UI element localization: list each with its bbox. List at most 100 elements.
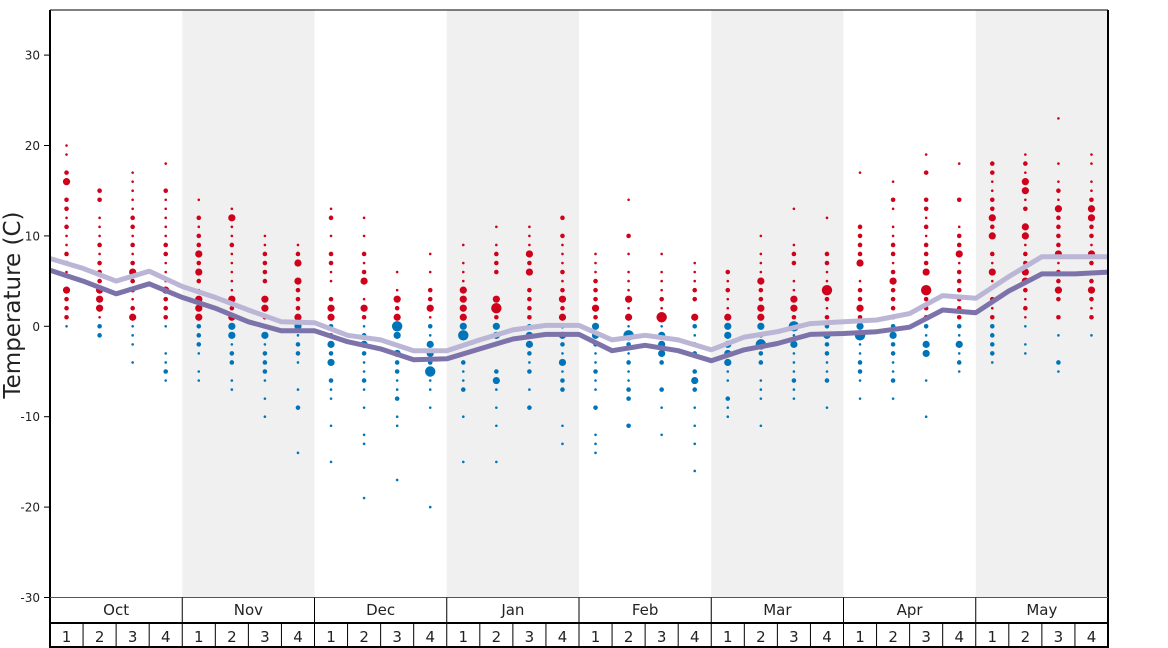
- dot-nov-w4-3: [295, 296, 301, 302]
- dot-feb-w2-14: [627, 198, 630, 202]
- dot-dec-w1-10: [329, 234, 333, 238]
- dot-oct-w2--1: [97, 333, 102, 338]
- dot-dec-w3--7: [395, 388, 399, 391]
- month-shade-jan: [446, 10, 579, 598]
- dot-nov-w4-2: [295, 305, 301, 311]
- dot-apr-w2-3: [890, 296, 896, 302]
- dot-apr-w1--3: [858, 352, 862, 355]
- dot-feb-w4--6: [691, 376, 699, 385]
- dot-dec-w2--7: [362, 388, 366, 391]
- dot-oct-w3--2: [131, 343, 134, 346]
- month-label-apr: Apr: [897, 601, 924, 619]
- dot-apr-w4-18: [957, 162, 961, 165]
- dot-jan-w3-9: [528, 243, 531, 247]
- dot-jan-w2-3: [492, 295, 500, 303]
- dot-feb-w4--13: [693, 442, 697, 446]
- dot-mar-w2-10: [759, 234, 763, 238]
- week-label: 2: [492, 628, 502, 646]
- dot-dec-w3-4: [395, 288, 399, 292]
- dot-dec-w4--5: [425, 366, 436, 377]
- month-label-mar: Mar: [763, 601, 792, 619]
- dot-apr-w4-5: [956, 278, 962, 284]
- dot-oct-w2-0: [97, 324, 102, 329]
- dot-may-w3-3: [1056, 296, 1061, 302]
- dot-dec-w4--7: [428, 388, 432, 391]
- dot-jan-w1-2: [459, 304, 467, 312]
- dot-mar-w1--4: [724, 358, 732, 367]
- dot-nov-w1--3: [197, 352, 201, 355]
- dot-apr-w3-6: [922, 268, 930, 276]
- dot-jan-w3-7: [527, 260, 532, 266]
- dot-oct-w3-11: [130, 224, 135, 230]
- dot-jan-w1-5: [461, 279, 465, 283]
- dot-dec-w1--11: [329, 424, 333, 428]
- dot-apr-w1--8: [858, 397, 862, 400]
- dot-nov-w2-13: [230, 207, 234, 211]
- dot-jan-w1--6: [461, 379, 465, 382]
- dot-apr-w2--8: [891, 397, 895, 400]
- dot-nov-w3-5: [262, 278, 268, 284]
- dot-oct-w3-9: [130, 242, 135, 248]
- dot-apr-w4-8: [955, 250, 963, 258]
- dot-mar-w3-4: [792, 288, 796, 292]
- dot-may-w3--4: [1056, 360, 1061, 365]
- dot-oct-w4-13: [164, 207, 168, 211]
- dot-mar-w1-5: [726, 279, 730, 283]
- dot-apr-w3-14: [923, 197, 929, 203]
- week-label: 2: [95, 628, 105, 646]
- dot-jan-w3--5: [527, 369, 532, 374]
- dot-dec-w1-1: [327, 313, 335, 321]
- dot-nov-w4-9: [296, 243, 300, 247]
- dot-jan-w2--15: [495, 460, 498, 464]
- dot-mar-w2--6: [759, 379, 763, 382]
- month-shade-may: [975, 10, 1108, 598]
- dot-oct-w1-13: [64, 206, 69, 212]
- dot-jan-w2--5: [494, 369, 499, 374]
- dot-mar-w3--1: [792, 334, 796, 337]
- dot-dec-w4-3: [427, 296, 433, 302]
- dot-jan-w4--5: [561, 370, 564, 373]
- dot-jan-w2--6: [492, 376, 500, 385]
- week-label: 3: [789, 628, 799, 646]
- dot-apr-w2-4: [890, 287, 896, 293]
- dot-jan-w2-7: [494, 260, 499, 266]
- dot-may-w2-8: [1023, 251, 1028, 257]
- week-label: 3: [260, 628, 270, 646]
- dot-feb-w4--7: [692, 387, 698, 392]
- dot-nov-w2-6: [230, 270, 234, 274]
- dot-mar-w2-5: [757, 277, 765, 285]
- dot-may-w1-14: [989, 197, 995, 203]
- dot-mar-w3-3: [790, 295, 798, 303]
- dot-may-w1-15: [990, 189, 994, 192]
- dot-jan-w4--6: [560, 378, 565, 383]
- dot-oct-w4-15: [163, 188, 169, 193]
- dot-jan-w3--3: [527, 351, 532, 356]
- dot-dec-w3--11: [395, 424, 399, 428]
- dot-feb-w3-6: [660, 270, 663, 274]
- dot-jan-w4-7: [561, 261, 564, 265]
- dot-feb-w4--1: [693, 334, 697, 337]
- dot-nov-w1--1: [196, 333, 202, 338]
- dot-may-w2-17: [1024, 171, 1027, 174]
- dot-may-w2-1: [1024, 315, 1027, 319]
- dot-may-w2-13: [1023, 206, 1028, 212]
- dot-oct-w1-10: [65, 234, 68, 238]
- dot-apr-w2-16: [891, 180, 895, 183]
- week-label: 3: [392, 628, 402, 646]
- dot-may-w1-10: [988, 232, 996, 240]
- dot-apr-w4-14: [956, 197, 962, 203]
- dot-mar-w2--8: [759, 397, 763, 400]
- dot-oct-w2-2: [95, 304, 104, 312]
- dot-feb-w1--4: [594, 361, 597, 364]
- dot-nov-w3-6: [262, 269, 268, 275]
- dot-dec-w1--15: [329, 460, 333, 464]
- dot-nov-w1-7: [196, 260, 202, 266]
- dot-jan-w3-11: [528, 225, 531, 229]
- dot-oct-w4-6: [164, 270, 168, 274]
- line-series: [49, 254, 1109, 364]
- dot-dec-w1-2: [327, 304, 335, 312]
- dot-may-w4-1: [1089, 314, 1094, 320]
- week-label: 4: [690, 628, 700, 646]
- dot-jan-w2--7: [495, 388, 498, 391]
- dot-may-w1-17: [989, 170, 995, 175]
